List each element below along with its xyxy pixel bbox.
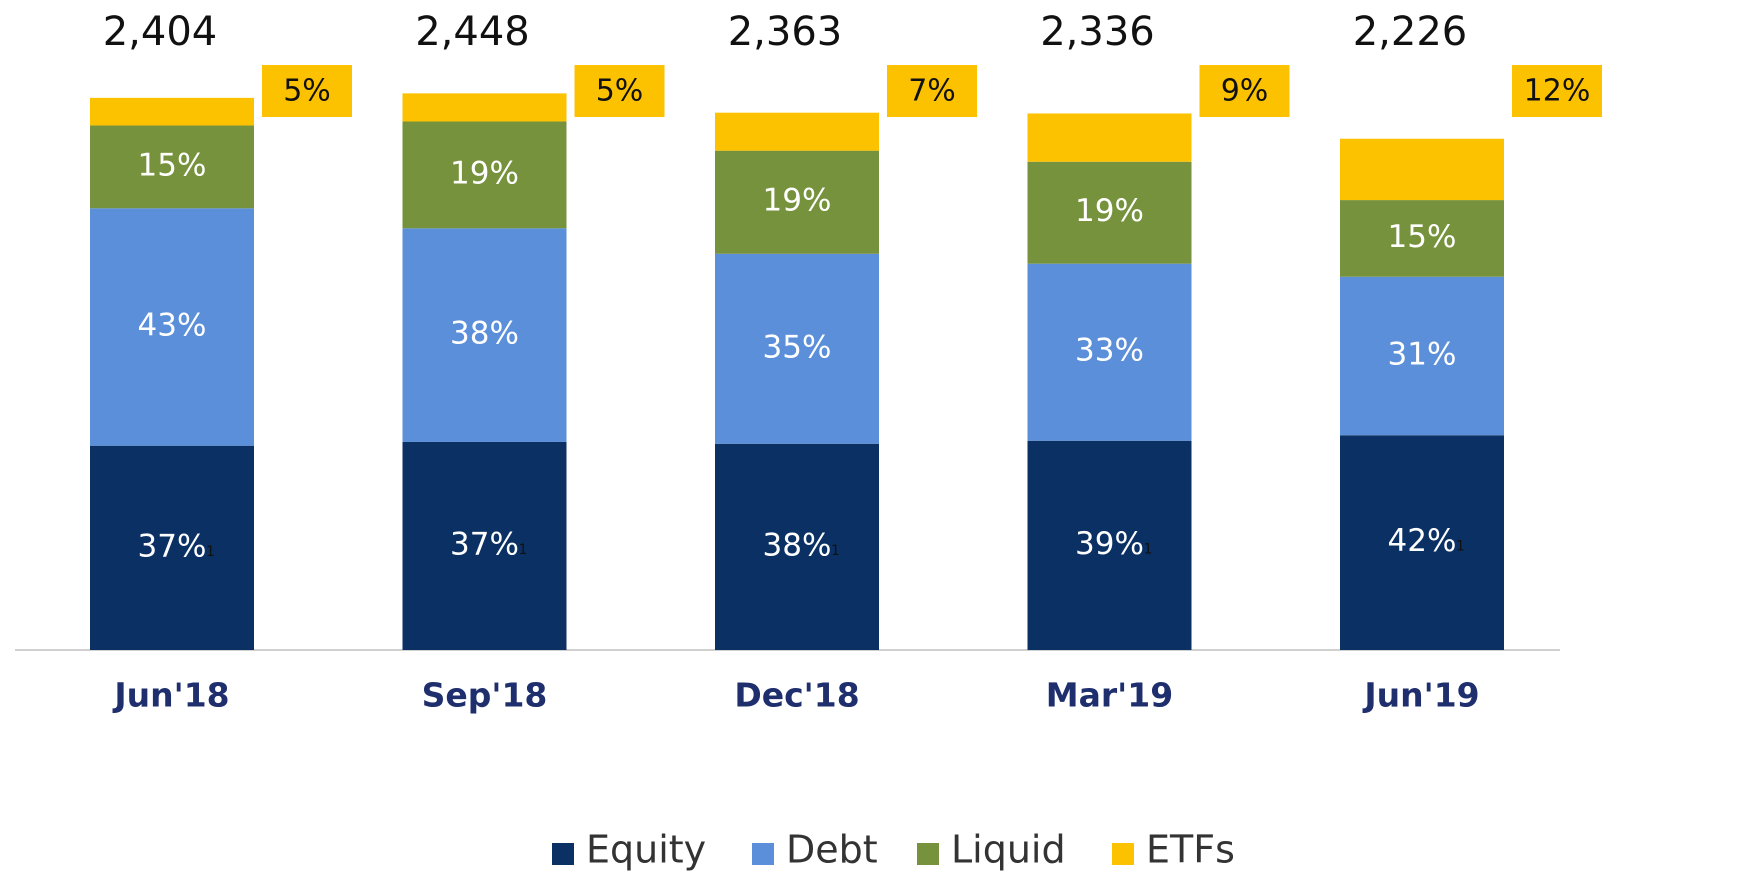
data-label: 39% — [1075, 526, 1144, 562]
total-label: 2,363 — [728, 9, 843, 55]
data-label: 19% — [450, 155, 519, 191]
data-label: 38% — [450, 316, 519, 352]
total-label: 2,336 — [1040, 9, 1155, 55]
data-label: 33% — [1075, 333, 1144, 369]
data-label: 5% — [283, 74, 331, 109]
footnote-marker: 1 — [831, 543, 840, 559]
data-label: 43% — [138, 307, 207, 343]
data-label: 15% — [138, 147, 207, 183]
legend-swatch — [917, 843, 939, 865]
x-tick-label: Jun'18 — [112, 676, 229, 715]
total-label: 2,448 — [415, 9, 530, 55]
data-label: 12% — [1524, 74, 1591, 109]
label-box — [574, 65, 665, 117]
label-box — [262, 65, 352, 117]
bar-segment — [715, 253, 879, 444]
data-label: 19% — [1075, 193, 1144, 229]
footnote-marker: 1 — [1144, 541, 1153, 557]
data-label: 5% — [596, 74, 644, 109]
bar-segment — [90, 208, 254, 446]
total-label: 2,404 — [103, 9, 218, 55]
data-label: 9% — [1221, 74, 1269, 109]
data-label: 7% — [908, 74, 956, 109]
x-tick-label: Dec'18 — [734, 676, 859, 715]
total-label: 2,226 — [1353, 9, 1468, 55]
bar-segment — [1027, 161, 1192, 264]
legend-label: ETFs — [1146, 828, 1235, 872]
label-box — [1512, 65, 1602, 117]
data-label: 15% — [1388, 219, 1457, 255]
label-box — [887, 65, 977, 117]
bar-segment — [90, 445, 254, 650]
bar-segment — [402, 228, 567, 442]
label-box — [1199, 65, 1290, 117]
bar-segment — [715, 112, 879, 151]
bar-segment — [1027, 440, 1192, 650]
bar-segment — [715, 150, 879, 254]
footnote-marker: 1 — [1456, 539, 1465, 555]
bar-segment — [90, 97, 254, 126]
bar-segment — [1340, 276, 1504, 436]
data-label: 37% — [138, 528, 207, 564]
legend-label: Equity — [586, 828, 706, 872]
footnote-marker: 1 — [206, 544, 215, 560]
footnote-marker: 1 — [519, 542, 528, 558]
bar-segment — [1027, 263, 1192, 441]
data-label: 35% — [763, 329, 832, 365]
data-label: 38% — [763, 527, 832, 563]
data-label: 19% — [763, 183, 832, 219]
bar-segment — [1340, 435, 1504, 650]
legend-swatch — [552, 843, 574, 865]
x-tick-label: Sep'18 — [422, 676, 548, 715]
legend-label: Debt — [786, 828, 878, 872]
x-tick-label: Jun'19 — [1362, 676, 1479, 715]
bar-segment — [402, 93, 567, 122]
bar-segment — [1027, 113, 1192, 162]
data-label: 42% — [1388, 523, 1457, 559]
bar-segment — [402, 121, 567, 229]
bar-segment — [1340, 200, 1504, 277]
bar-segment — [1340, 138, 1504, 201]
x-tick-label: Mar'19 — [1046, 676, 1173, 715]
bar-segment — [715, 443, 879, 650]
data-label: 37% — [450, 526, 519, 562]
legend-label: Liquid — [951, 828, 1066, 872]
legend-swatch — [1112, 843, 1134, 865]
bar-segment — [402, 441, 567, 650]
data-label: 31% — [1388, 337, 1457, 373]
bar-segment — [90, 125, 254, 209]
legend-swatch — [752, 843, 774, 865]
